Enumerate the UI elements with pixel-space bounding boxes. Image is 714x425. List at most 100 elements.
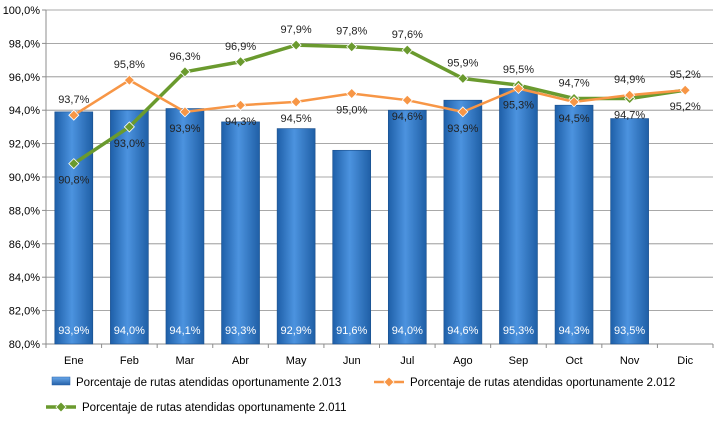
bar-value-label: 92,9% [281, 325, 312, 337]
bar [221, 121, 260, 345]
line-marker [179, 66, 191, 78]
y-tick-label: 82,0% [9, 306, 40, 318]
bar [499, 88, 538, 345]
line-value-label: 95,0% [336, 105, 367, 117]
line-marker [234, 99, 247, 111]
y-tick-label: 98,0% [9, 38, 40, 50]
bar-value-label: 94,1% [169, 325, 200, 337]
line-value-label: 90,8% [58, 175, 89, 187]
line-value-label: 93,9% [169, 123, 200, 135]
bar [54, 111, 94, 345]
line-marker [346, 87, 358, 100]
line-marker [68, 109, 80, 121]
y-tick-label: 90,0% [9, 172, 40, 184]
line-value-label: 95,2% [670, 101, 701, 113]
bar-value-label: 94,3% [558, 325, 589, 337]
line-marker [179, 106, 191, 118]
bar [554, 104, 594, 345]
axes: 80,0% 82,0% 84,0% 86,0% 88,0% 90,0% 92,0% 94,0%… [3, 5, 714, 367]
bar-value-label: 95,3% [503, 325, 534, 337]
bar [387, 109, 427, 345]
legend-swatch-bar [51, 376, 71, 386]
line-marker [457, 72, 469, 85]
line-value-label: 94,7% [614, 110, 645, 122]
line-value-label: 96,3% [169, 51, 200, 63]
bar [610, 118, 649, 345]
bar-value-label: 93,5% [614, 325, 645, 337]
line-marker [512, 82, 525, 95]
line-value-label: 94,7% [558, 78, 589, 90]
line-marker [123, 121, 135, 133]
y-tick-label: 86,0% [9, 239, 40, 251]
line-value-label: 93,9% [447, 123, 478, 135]
line-value-label: 93,0% [114, 138, 145, 150]
bar [110, 109, 149, 345]
y-tick-label: 100,0% [3, 5, 41, 17]
x-tick-label: Ene [64, 355, 84, 367]
line-value-label: 96,9% [225, 41, 256, 53]
bar-value-label: 94,0% [392, 325, 423, 337]
legend: Porcentaje de rutas atendidas oportuname… [46, 376, 675, 414]
legend-marker [383, 376, 395, 388]
x-tick-label: Jun [343, 355, 361, 367]
x-tick-label: Nov [620, 355, 640, 367]
bar-series [54, 88, 649, 345]
y-tick-label: 88,0% [9, 205, 40, 217]
x-tick-label: Dic [677, 355, 693, 367]
bar-value-label: 94,0% [114, 325, 145, 337]
x-tick-label: Oct [565, 355, 582, 367]
x-tick-label: Jul [400, 355, 414, 367]
line-marker [68, 158, 80, 170]
y-tick-label: 92,0% [9, 139, 40, 151]
legend-label: Porcentaje de rutas atendidas oportuname… [76, 377, 341, 389]
y-tick-label: 80,0% [9, 339, 40, 351]
line-marker [234, 56, 247, 68]
bar [276, 128, 316, 345]
x-tick-label: Ago [453, 355, 473, 367]
line-marker [401, 44, 413, 56]
line-value-label: 97,9% [281, 24, 312, 36]
line-value-label: 94,5% [558, 113, 589, 125]
line-marker [457, 106, 469, 118]
line-marker [401, 94, 413, 106]
legend-marker [55, 401, 67, 413]
data-labels: 93,9% 94,0% 94,1% 93,3% 92,9% 91,6% 94,0% 94,6%… [58, 24, 701, 337]
line-series [68, 39, 691, 170]
series-line [72, 43, 686, 166]
bar-value-label: 93,9% [58, 325, 89, 337]
legend-label: Porcentaje de rutas atendidas oportuname… [82, 402, 346, 414]
line-value-label: 94,3% [225, 116, 256, 128]
line-value-label: 94,6% [392, 111, 423, 123]
line-marker [290, 96, 302, 108]
line-value-label: 95,8% [114, 59, 145, 71]
line-marker [290, 39, 302, 51]
line-marker [123, 74, 135, 86]
bar [443, 99, 483, 345]
x-tick-label: May [286, 355, 307, 367]
line-marker [679, 84, 691, 96]
bar [332, 149, 372, 345]
legend-label: Porcentaje de rutas atendidas oportuname… [410, 377, 675, 389]
line-value-label: 97,8% [336, 26, 367, 38]
x-tick-label: Mar [175, 355, 194, 367]
line-value-label: 95,3% [503, 99, 534, 111]
y-tick-label: 96,0% [9, 72, 40, 84]
x-tick-label: Feb [120, 355, 139, 367]
bar-value-label: 91,6% [336, 325, 367, 337]
gridlines [46, 9, 713, 312]
line-marker [568, 96, 580, 108]
line-value-label: 97,6% [392, 29, 423, 41]
bar-value-label: 93,3% [225, 325, 256, 337]
line-marker [624, 89, 636, 101]
line-value-label: 95,9% [447, 57, 478, 69]
line-value-label: 93,7% [58, 94, 89, 106]
bar [165, 108, 205, 345]
line-marker [346, 41, 358, 53]
y-tick-label: 94,0% [9, 105, 40, 117]
series-line [73, 78, 686, 117]
line-value-label: 94,5% [281, 113, 312, 125]
y-tick-label: 84,0% [9, 272, 40, 284]
x-tick-label: Abr [232, 355, 249, 367]
